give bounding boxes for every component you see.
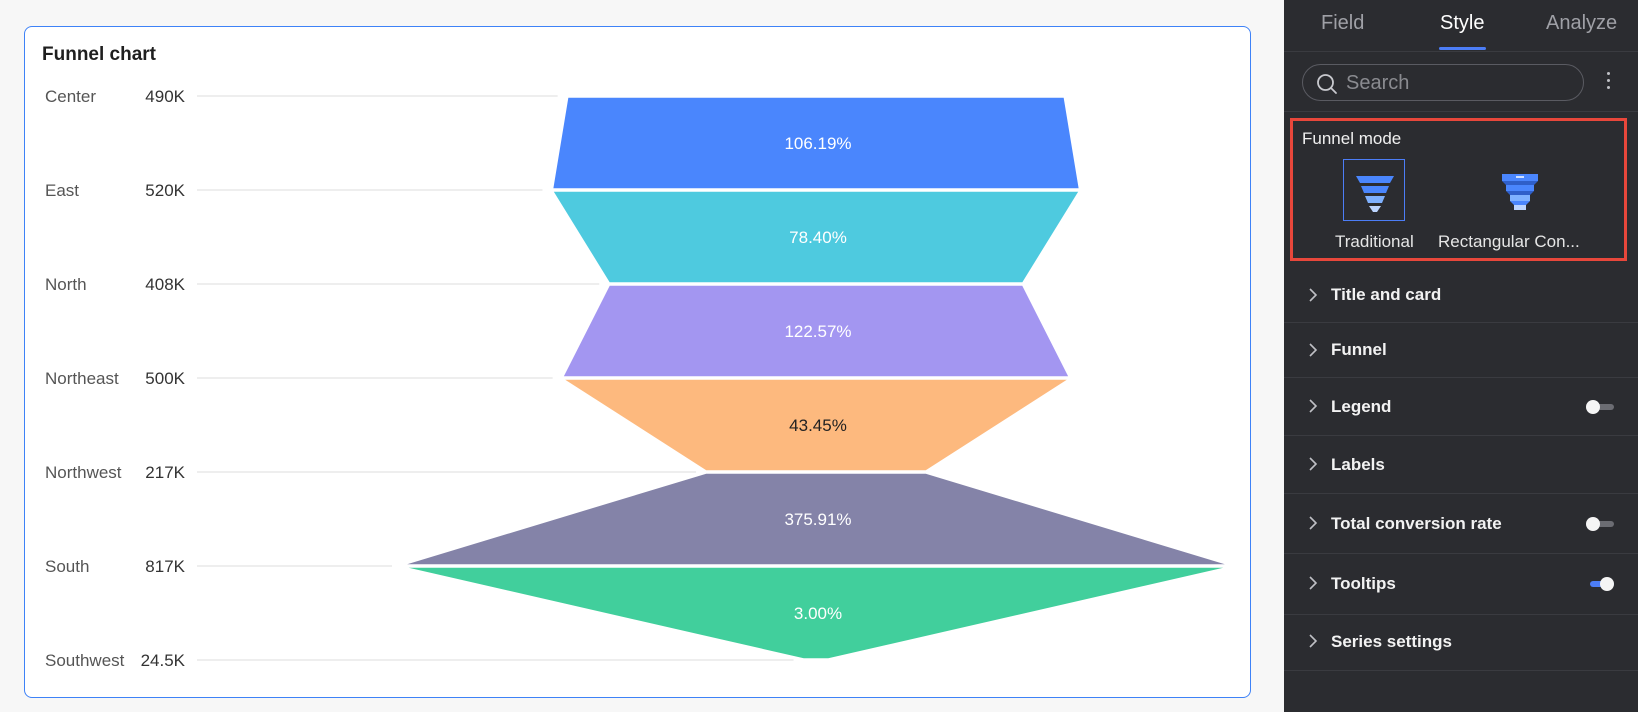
category-label: Northeast (45, 369, 119, 388)
value-label: 217K (145, 463, 185, 482)
total-conversion-rate-toggle[interactable] (1586, 517, 1614, 531)
conversion-rate-label: 106.19% (784, 134, 851, 153)
section-labels[interactable]: Labels (1284, 436, 1638, 494)
chevron-right-icon (1309, 516, 1318, 530)
conversion-rate-label: 3.00% (794, 604, 842, 623)
panel-tabs: Field Style Analyze (1284, 0, 1638, 52)
style-panel: Field Style Analyze Search Funnel mode (1284, 0, 1638, 712)
section-title-and-card[interactable]: Title and card (1284, 268, 1638, 323)
tab-analyze[interactable]: Analyze (1546, 12, 1618, 34)
legend-toggle[interactable] (1586, 400, 1614, 414)
tooltips-toggle[interactable] (1586, 577, 1614, 591)
funnel-segment (561, 378, 1071, 472)
chevron-right-icon (1309, 343, 1318, 357)
conversion-rate-label: 78.40% (789, 228, 847, 247)
category-label: East (45, 181, 79, 200)
conversion-rate-label: 122.57% (784, 322, 851, 341)
more-options-icon[interactable] (1602, 70, 1614, 96)
category-label: Center (45, 87, 96, 106)
search-row: Search (1284, 52, 1638, 112)
section-label: Tooltips (1331, 574, 1396, 593)
mode-traditional-label: Traditional (1335, 232, 1414, 251)
section-series-settings[interactable]: Series settings (1284, 615, 1638, 671)
chevron-right-icon (1309, 457, 1318, 471)
search-input[interactable]: Search (1302, 64, 1584, 101)
section-total-conversion-rate[interactable]: Total conversion rate (1284, 494, 1638, 554)
section-label: Legend (1331, 397, 1392, 416)
category-label: South (45, 557, 89, 576)
value-label: 490K (145, 87, 185, 106)
rectangular-funnel-icon[interactable] (1489, 159, 1551, 221)
chevron-right-icon (1309, 576, 1318, 590)
search-placeholder: Search (1346, 72, 1410, 94)
section-label: Total conversion rate (1331, 514, 1502, 533)
funnel-chart: Center 490K East 520K North 408K Northeast 500K… (45, 87, 1231, 670)
chevron-right-icon (1309, 288, 1318, 302)
active-tab-indicator (1439, 47, 1486, 50)
conversion-rate-label: 43.45% (789, 416, 847, 435)
value-label: 817K (145, 557, 185, 576)
section-tooltips[interactable]: Tooltips (1284, 554, 1638, 615)
value-label: 520K (145, 181, 185, 200)
chevron-right-icon (1309, 634, 1318, 648)
funnel-segment (551, 190, 1081, 284)
section-label: Title and card (1331, 285, 1442, 304)
chart-title: Funnel chart (42, 44, 157, 65)
funnel-segment (561, 284, 1071, 378)
traditional-funnel-icon[interactable] (1343, 159, 1405, 221)
mode-rectangular-label: Rectangular Con... (1438, 232, 1580, 251)
funnel-segment (401, 566, 1231, 660)
category-label: North (45, 275, 87, 294)
funnel-mode-label: Funnel mode (1302, 129, 1402, 148)
section-label: Funnel (1331, 340, 1387, 359)
chevron-right-icon (1309, 399, 1318, 413)
category-label: Northwest (45, 463, 122, 482)
search-icon (1317, 74, 1337, 94)
funnel-segment (401, 472, 1231, 566)
funnel-mode-group: Funnel mode Traditional (1290, 118, 1627, 261)
section-funnel[interactable]: Funnel (1284, 323, 1638, 378)
value-label: 500K (145, 369, 185, 388)
tab-field[interactable]: Field (1321, 12, 1365, 34)
value-label: 408K (145, 275, 185, 294)
funnel-segment (551, 96, 1081, 190)
category-label: Southwest (45, 651, 125, 670)
value-label: 24.5K (141, 651, 186, 670)
tab-style[interactable]: Style (1440, 12, 1485, 34)
section-label: Series settings (1331, 632, 1452, 651)
section-label: Labels (1331, 455, 1385, 474)
conversion-rate-label: 375.91% (784, 510, 851, 529)
chart-card: Funnel chart Center 490K East 520K North 408K… (24, 26, 1251, 698)
section-legend[interactable]: Legend (1284, 378, 1638, 436)
